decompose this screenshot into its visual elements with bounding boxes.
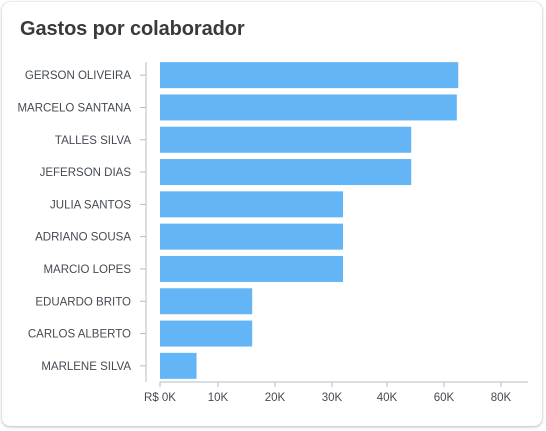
bar — [160, 126, 412, 153]
x-tick-label: 80K — [491, 392, 512, 404]
category-label: CARLOS ALBERTO — [28, 329, 131, 341]
x-tick-label: 60K — [434, 392, 455, 404]
x-tick-label: 20K — [265, 392, 286, 404]
bar — [160, 191, 343, 218]
category-label: MARLENE SILVA — [41, 361, 131, 373]
category-label: TALLES SILVA — [55, 135, 131, 147]
category-label: GERSON OLIVEIRA — [25, 70, 131, 82]
bar — [160, 94, 457, 121]
category-label: JEFERSON DIAS — [40, 167, 132, 179]
bar — [160, 159, 412, 186]
bar — [160, 288, 253, 315]
bar — [160, 352, 197, 379]
chart-title: Gastos por colaborador — [20, 18, 245, 40]
category-label: MARCIO LOPES — [43, 264, 131, 276]
x-tick-label: 30K — [322, 392, 343, 404]
bar — [160, 320, 253, 347]
x-tick-label: R$ 0K — [144, 392, 176, 404]
category-label: ADRIANO SOUSA — [35, 232, 131, 244]
bar — [160, 223, 343, 250]
category-label: MARCELO SANTANA — [17, 102, 131, 114]
x-tick-label: 10K — [208, 392, 229, 404]
category-label: JULIA SANTOS — [50, 199, 131, 211]
bar — [160, 255, 343, 282]
x-tick-label: 40K — [377, 392, 398, 404]
bar — [160, 62, 459, 89]
category-label: EDUARDO BRITO — [35, 296, 131, 308]
